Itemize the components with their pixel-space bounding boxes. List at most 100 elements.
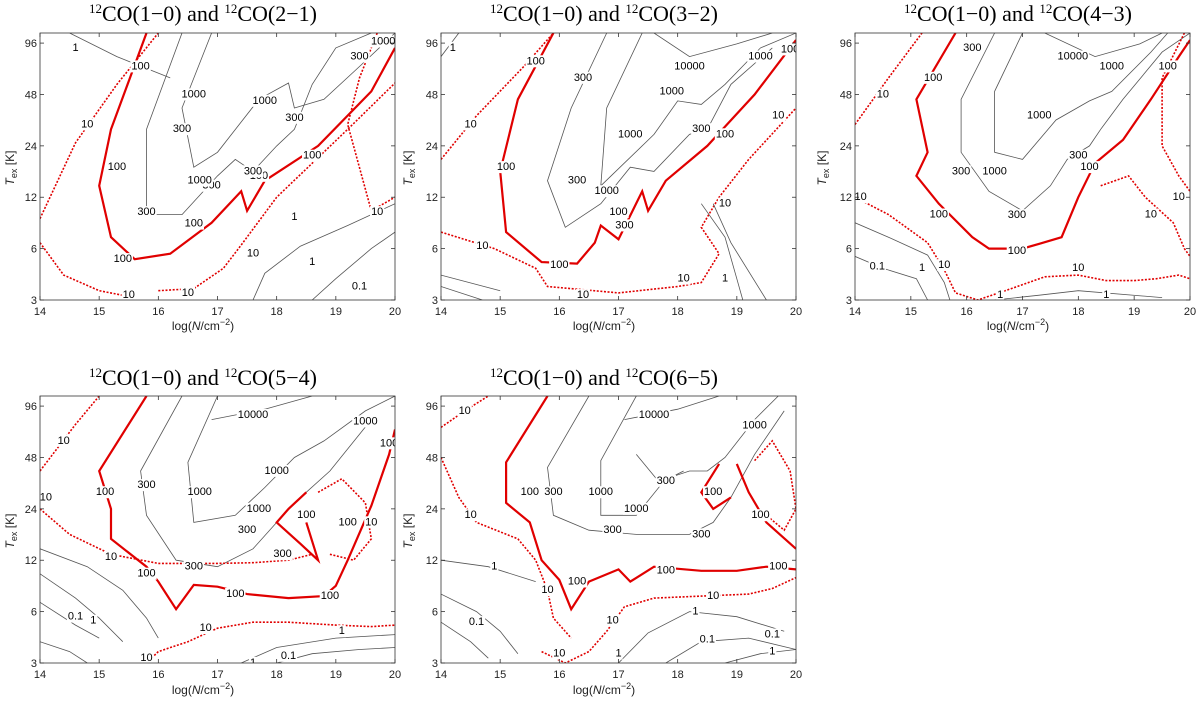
contour-line-1 [441,559,536,582]
y-tick-label: 3 [846,295,852,307]
contour-label-backdrop [180,88,208,101]
contour-line-100 [275,491,321,564]
contour-label-backdrop [658,85,686,98]
x-tick-label: 19 [1128,306,1140,318]
contour-label-backdrop [183,217,204,230]
contour-plot: 1101001001001001001003003003003001000100… [426,32,802,318]
contour-label-backdrop [950,165,972,178]
y-axis-label: Tex [K] [3,514,19,549]
x-tick-label: 15 [494,306,506,318]
contour-label: 100 [609,206,627,218]
contour-line-1 [441,286,483,300]
contour-label-backdrop [691,605,700,618]
x-axis-label: log(N/cm−2) [987,317,1049,333]
contour-line-10000 [1044,33,1163,58]
contour-line-0.1 [311,231,395,300]
contour-label-backdrop [1079,161,1100,174]
contour-label: 100 [521,486,539,498]
contour-label-backdrop [587,486,615,499]
contour-label-backdrop [370,206,385,219]
contour-line-100 [499,33,796,265]
contour-label-backdrop [768,560,789,573]
contour-label-backdrop [747,50,774,63]
x-tick-label: 20 [389,306,401,318]
contour-label-backdrop [80,118,95,131]
contour-label-backdrop [284,111,305,124]
contour-label-backdrop [139,652,154,663]
contour-label-backdrop [71,41,80,54]
contour-label-backdrop [130,60,151,73]
y-tick-label: 96 [25,401,37,413]
contour-label-backdrop [1071,262,1086,275]
y-tick-label: 3 [31,658,37,670]
x-tick-label: 16 [152,306,164,318]
contour-label-backdrop [763,628,781,641]
contour-label-backdrop [463,118,478,131]
contour-label: 1000 [660,85,684,97]
contour-label: 10 [200,622,212,634]
contour-label: 10 [553,648,565,660]
contour-label: 100 [96,486,114,498]
contour-line-10 [441,457,572,639]
contour-label: 100 [781,43,799,55]
contour-line-1 [618,611,785,663]
contour-label-backdrop [771,109,786,122]
contour-line-100 [699,463,732,511]
y-tick-label: 6 [31,244,37,256]
contour-label: 100 [497,161,515,173]
y-tick-label: 24 [25,141,37,153]
contour-label-backdrop [56,434,71,447]
y-tick-label: 48 [426,452,438,464]
contour-label: 10 [365,516,377,528]
contour-label: 10 [247,248,259,260]
contour-label-backdrop [180,286,196,299]
contour-label-backdrop [136,567,157,580]
panel-title: 12CO(1−0) and 12CO(5−4) [89,365,317,390]
contour-label-backdrop [779,43,796,56]
contour-line-0.1 [665,637,796,663]
contour-label-backdrop [236,409,270,422]
contour-label: 300 [615,219,633,231]
contour-label: 100 [114,253,132,265]
contour-label-backdrop [245,502,273,515]
contour-line-100 [915,33,1190,250]
contour-label-backdrop [448,41,457,54]
contour-label-backdrop [263,464,290,477]
x-tick-label: 19 [731,669,743,681]
y-tick-label: 48 [25,89,37,101]
contour-label-backdrop [475,240,490,253]
contour-label: 1000 [182,88,206,100]
contour-line-1 [855,222,951,300]
contour-label-backdrop [40,491,54,504]
contour-label: 300 [952,165,970,177]
contour-label-backdrop [467,616,486,629]
contour-line-300 [140,396,372,568]
contour-label: 0.1 [68,611,83,623]
contour-label-backdrop [290,210,299,223]
contour-label-backdrop [463,509,478,522]
contour-label: 100 [321,590,339,602]
contour-label: 1 [491,561,497,573]
x-tick-label: 17 [211,669,223,681]
contour-label: 100 [550,259,568,271]
x-tick-label: 16 [152,669,164,681]
contour-label-backdrop [937,259,952,272]
y-axis-label: Tex [K] [401,151,417,186]
y-tick-label: 96 [426,401,438,413]
contour-label-backdrop [242,165,264,178]
contour-line-1 [441,621,489,659]
contour-label: 1 [291,211,297,223]
contour-label-backdrop [186,174,213,187]
contour-label-backdrop [543,486,564,499]
contour-label: 300 [603,524,621,536]
contour-line-10 [145,621,395,663]
contour-label-backdrop [350,280,369,293]
contour-label-backdrop [337,516,358,529]
x-tick-label: 15 [93,669,105,681]
contour-label: 1000 [618,128,642,140]
contour-label-backdrop [337,625,346,638]
x-tick-label: 16 [553,669,565,681]
